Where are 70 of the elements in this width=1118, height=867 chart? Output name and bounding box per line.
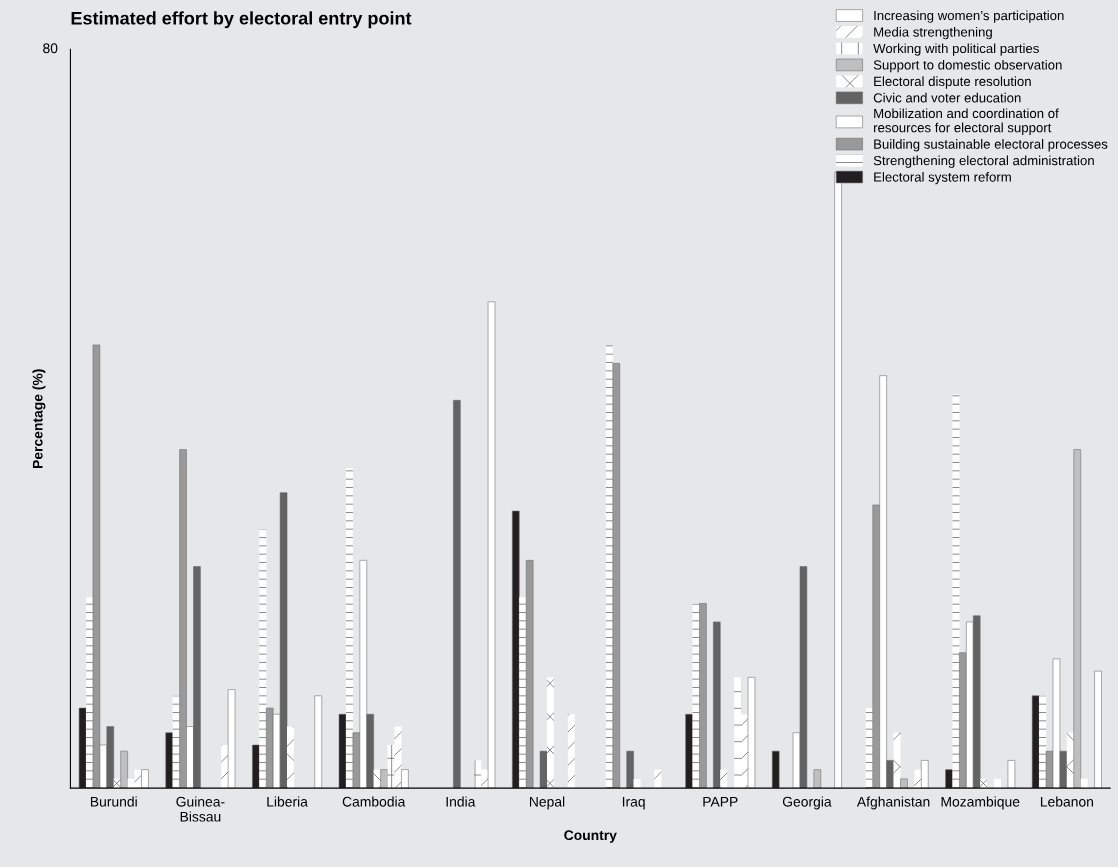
legend-label: Increasing women’s participation (874, 10, 1064, 23)
bar (921, 760, 929, 789)
bar (567, 714, 575, 789)
legend-label: Strengthening electoral administration (873, 155, 1094, 168)
bar (227, 689, 236, 789)
bar (654, 769, 662, 789)
text: 80 (43, 43, 58, 54)
bar (487, 301, 496, 789)
bar (165, 732, 173, 789)
bar (314, 695, 322, 789)
legend-label: Mobilization and coordination of resources for electoral support (874, 108, 1059, 135)
legend-label: Civic and voter education (873, 92, 1021, 103)
x-tick-label: Lebanon (1040, 796, 1093, 807)
bar (519, 597, 527, 789)
bar (720, 769, 728, 789)
bar (259, 529, 267, 789)
bar (1031, 695, 1040, 789)
x-tick-label: Iraq (622, 796, 645, 810)
x-axis-title: Country (564, 830, 617, 843)
bar (771, 750, 780, 789)
bar (474, 760, 482, 789)
bar (345, 468, 353, 789)
bar (546, 677, 554, 789)
bar (1039, 695, 1047, 789)
legend-label: Media strengthening (874, 26, 992, 40)
x-tick-label: Burundi (90, 796, 137, 807)
x-tick-label: PAPP (703, 796, 738, 807)
x-tick-label: Cambodia (342, 796, 406, 807)
x-tick-label: Guinea- Bissau (176, 796, 225, 822)
bar (945, 769, 953, 789)
bar (747, 677, 756, 789)
bar (453, 400, 461, 789)
bar (713, 621, 721, 789)
legend-label: Building sustainable electoral processes (874, 139, 1108, 152)
x-tick-label: Liberia (267, 796, 308, 807)
bar (734, 677, 742, 789)
bar (813, 769, 822, 789)
bar (338, 713, 347, 789)
legend-label: Electoral dispute resolution (874, 76, 1031, 89)
legend-label: Electoral system reform (874, 172, 1011, 185)
x-tick-label: Nepal (529, 796, 565, 810)
x-tick-label: Georgia (782, 796, 832, 810)
bar (287, 726, 294, 789)
bar (626, 750, 634, 789)
bar (914, 769, 922, 789)
bar (685, 713, 693, 789)
bar (78, 707, 87, 789)
bar (900, 778, 908, 789)
bar (539, 750, 548, 789)
x-tick-label: India (446, 796, 476, 807)
bar (512, 510, 520, 789)
bar (401, 769, 409, 789)
bar (1007, 760, 1016, 789)
bar (612, 363, 621, 789)
bar (1094, 670, 1102, 789)
x-tick-label: Afghanistan (856, 796, 930, 810)
legend-label: Support to domestic observation (873, 59, 1062, 73)
bar (525, 560, 534, 789)
bar (141, 769, 149, 789)
bar (699, 603, 707, 789)
bar (120, 750, 128, 789)
bar (252, 744, 260, 789)
y-axis-title: Percentage (%) (32, 369, 46, 468)
legend-label: Working with political parties (873, 43, 1039, 56)
bar (1073, 449, 1081, 789)
x-tick-label: Mozambique (941, 796, 1020, 810)
bar (952, 394, 960, 789)
bar (394, 726, 402, 789)
bar (380, 769, 388, 789)
chart-title: Estimated effort by electoral entry point (71, 11, 412, 29)
